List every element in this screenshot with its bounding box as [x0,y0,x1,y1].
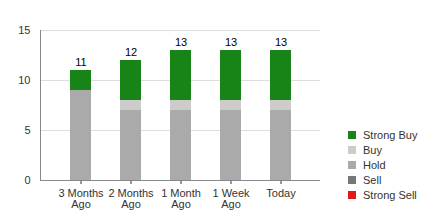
svg-text:10: 10 [18,74,30,86]
html-text:Sell: Sell [363,173,382,186]
svg-text:Today: Today [266,187,296,199]
svg-text:1 WeekAgo: 1 WeekAgo [212,187,250,210]
svg-text:13: 13 [175,36,187,48]
svg-text:15: 15 [18,24,30,36]
svg-text:2 MonthsAgo: 2 MonthsAgo [108,187,154,210]
svg-text:13: 13 [275,36,287,48]
html-text:Buy: Buy [363,143,382,156]
svg-text:5: 5 [24,124,30,136]
svg-text:12: 12 [125,46,137,58]
html-text:Hold: Hold [363,158,386,171]
svg-text:11: 11 [75,56,86,68]
svg-text:13: 13 [225,36,237,48]
html-text:Strong Buy: Strong Buy [363,128,418,141]
svg-text:1 MonthAgo: 1 MonthAgo [161,187,201,210]
html-text:Strong Sell: Strong Sell [363,188,417,201]
svg-text:0: 0 [24,174,30,186]
svg-text:3 MonthsAgo: 3 MonthsAgo [58,187,104,210]
